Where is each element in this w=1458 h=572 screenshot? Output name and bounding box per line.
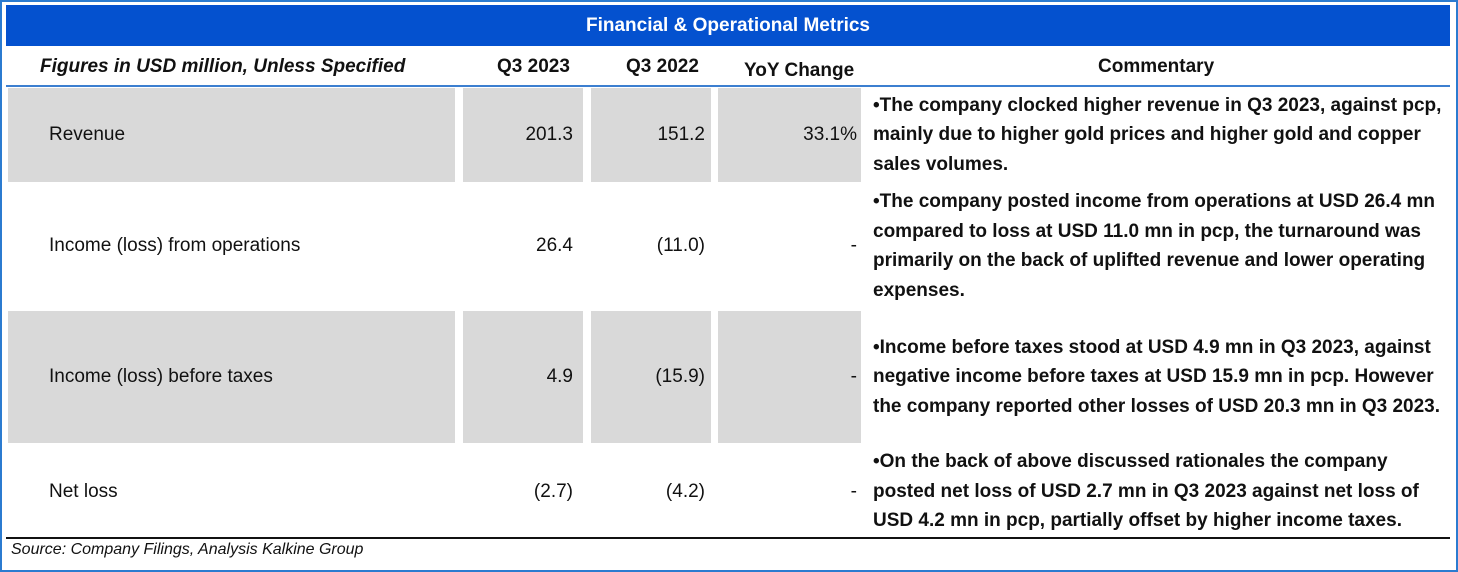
row-label: Net loss xyxy=(49,480,118,502)
value-q3-2023: 26.4 xyxy=(536,235,573,256)
table-row: Revenue 201.3 151.2 33.1% •The company c… xyxy=(0,88,1458,182)
commentary-text: •The company clocked higher revenue in Q… xyxy=(873,94,1442,175)
header-divider xyxy=(6,85,1450,87)
table-row: Net loss (2.7) (4.2) - •On the back of a… xyxy=(0,446,1458,537)
column-header-q3-2022: Q3 2022 xyxy=(626,55,699,77)
commentary-text: •The company posted income from operatio… xyxy=(873,191,1435,301)
commentary: •The company posted income from operatio… xyxy=(873,184,1451,308)
table-row: Income (loss) from operations 26.4 (11.0… xyxy=(0,184,1458,308)
source-note: Source: Company Filings, Analysis Kalkin… xyxy=(11,541,364,558)
value-yoy-change: - xyxy=(850,480,857,502)
table-row: Income (loss) before taxes 4.9 (15.9) - … xyxy=(0,311,1458,443)
value-q3-2022: (4.2) xyxy=(665,480,705,502)
commentary: •On the back of above discussed rational… xyxy=(873,446,1451,537)
value-yoy-change: - xyxy=(850,235,857,256)
table-title: Financial & Operational Metrics xyxy=(6,5,1450,46)
value-yoy-change: 33.1% xyxy=(718,88,861,182)
row-label: Revenue xyxy=(8,88,455,182)
column-header-q3-2023: Q3 2023 xyxy=(497,55,570,77)
value-q3-2022: 151.2 xyxy=(591,88,711,182)
commentary: •Income before taxes stood at USD 4.9 mn… xyxy=(873,311,1451,443)
value-q3-2023: (2.7) xyxy=(533,480,573,502)
column-header-yoy: YoY Change xyxy=(744,59,855,81)
row-label: Income (loss) before taxes xyxy=(8,311,455,443)
row-label: Income (loss) from operations xyxy=(49,235,301,256)
value-q3-2022: (11.0) xyxy=(656,235,705,256)
units-header: Figures in USD million, Unless Specified xyxy=(40,55,406,77)
commentary-text: •On the back of above discussed rational… xyxy=(873,451,1419,532)
value-yoy-change: - xyxy=(718,311,861,443)
column-header-commentary: Commentary xyxy=(1098,55,1215,77)
commentary-text: •Income before taxes stood at USD 4.9 mn… xyxy=(873,336,1441,417)
value-q3-2023: 4.9 xyxy=(463,311,583,443)
source-divider xyxy=(6,537,1450,539)
value-q3-2023: 201.3 xyxy=(463,88,583,182)
commentary: •The company clocked higher revenue in Q… xyxy=(873,88,1451,182)
value-q3-2022: (15.9) xyxy=(591,311,711,443)
